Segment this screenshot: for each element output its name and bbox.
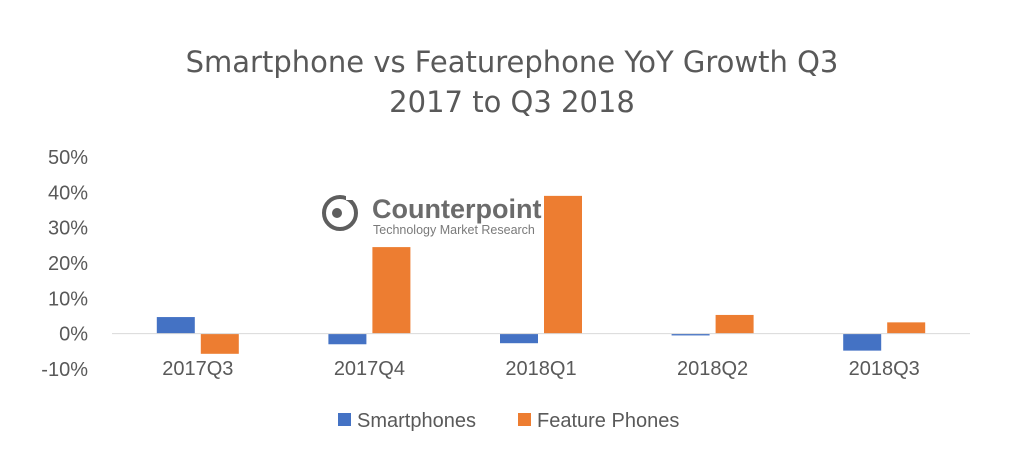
bar-smartphones-2017q4 bbox=[328, 333, 367, 345]
y-tick-label: 50% bbox=[48, 147, 88, 169]
bar-smartphones-2018q3 bbox=[843, 333, 882, 351]
legend-swatch-smartphones bbox=[338, 413, 351, 426]
y-tick-label: 20% bbox=[48, 253, 88, 275]
bar-feature-phones-2018q1 bbox=[544, 195, 582, 334]
x-tick-label: 2018Q1 bbox=[505, 358, 576, 380]
watermark-subtitle: Technology Market Research bbox=[373, 223, 535, 237]
y-tick-label: 0% bbox=[59, 324, 88, 346]
y-tick-label: 10% bbox=[48, 288, 88, 310]
chart-title-line-2: 2017 to Q3 2018 bbox=[389, 85, 635, 119]
counterpoint-logo-icon bbox=[322, 192, 358, 231]
x-tick-label: 2018Q3 bbox=[849, 358, 920, 380]
chart-title-line-1: Smartphone vs Featurephone YoY Growth Q3 bbox=[186, 45, 839, 79]
x-axis: 2017Q3 2017Q4 2018Q1 2018Q2 2018Q3 bbox=[162, 358, 920, 380]
legend-label-smartphones: Smartphones bbox=[357, 410, 476, 432]
watermark-name: Counterpoint bbox=[372, 194, 541, 224]
x-tick-label: 2017Q4 bbox=[334, 358, 405, 380]
x-tick-label: 2017Q3 bbox=[162, 358, 233, 380]
legend-swatch-feature-phones bbox=[518, 413, 531, 426]
bar-feature-phones-2018q2 bbox=[715, 314, 754, 334]
bar-smartphones-2018q2 bbox=[671, 333, 710, 336]
bars bbox=[156, 195, 926, 354]
x-tick-label: 2018Q2 bbox=[677, 358, 748, 380]
bar-smartphones-2017q3 bbox=[156, 317, 195, 334]
bar-smartphones-2018q1 bbox=[500, 333, 538, 344]
legend-label-feature-phones: Feature Phones bbox=[537, 410, 679, 432]
y-tick-label: 30% bbox=[48, 218, 88, 240]
bar-feature-phones-2018q3 bbox=[887, 322, 926, 334]
bar-feature-phones-2017q4 bbox=[372, 247, 411, 334]
y-axis: 50% 40% 30% 20% 10% 0% -10% bbox=[41, 147, 88, 381]
chart-title: Smartphone vs Featurephone YoY Growth Q3… bbox=[186, 45, 839, 119]
watermark: Counterpoint Technology Market Research bbox=[322, 192, 541, 237]
legend: Smartphones Feature Phones bbox=[338, 410, 679, 432]
bar-feature-phones-2017q3 bbox=[200, 333, 239, 354]
y-tick-label: 40% bbox=[48, 182, 88, 204]
y-tick-label: -10% bbox=[41, 359, 88, 381]
